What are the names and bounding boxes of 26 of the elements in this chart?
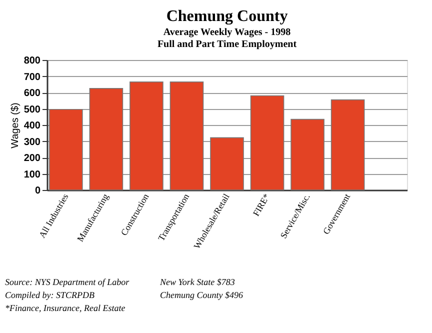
y-tick-label: 200 bbox=[24, 153, 41, 164]
bar bbox=[330, 99, 365, 190]
bar bbox=[130, 82, 164, 190]
bar bbox=[89, 88, 124, 190]
text: Compiled by: STCRPDB bbox=[5, 290, 95, 300]
bar bbox=[250, 95, 284, 190]
text: *Finance, Insurance, Real Estate bbox=[5, 303, 126, 313]
chart-title: Chemung County bbox=[166, 8, 288, 25]
y-tick-label: 700 bbox=[24, 72, 41, 83]
bar bbox=[210, 137, 244, 190]
text: New York State $783 bbox=[159, 277, 236, 287]
bar bbox=[170, 82, 204, 190]
bar bbox=[290, 118, 324, 190]
text: Average Weekly Wages - 1998 bbox=[163, 27, 291, 38]
text: Chemung County $496 bbox=[160, 290, 244, 300]
y-tick-label: 600 bbox=[24, 88, 41, 99]
y-tick-label: 300 bbox=[24, 136, 41, 148]
text: Full and Part Time Employment bbox=[157, 39, 297, 50]
y-axis-title: Wages ($) bbox=[10, 102, 21, 148]
y-tick-label: 800 bbox=[24, 56, 41, 66]
bar bbox=[49, 109, 83, 190]
source-note: Source: NYS Department of Labor bbox=[5, 277, 130, 287]
y-tick-label: 0 bbox=[34, 186, 41, 196]
y-tick-label: 100 bbox=[24, 169, 41, 180]
y-tick-label: 500 bbox=[24, 104, 41, 116]
y-tick-label: 400 bbox=[24, 120, 41, 132]
